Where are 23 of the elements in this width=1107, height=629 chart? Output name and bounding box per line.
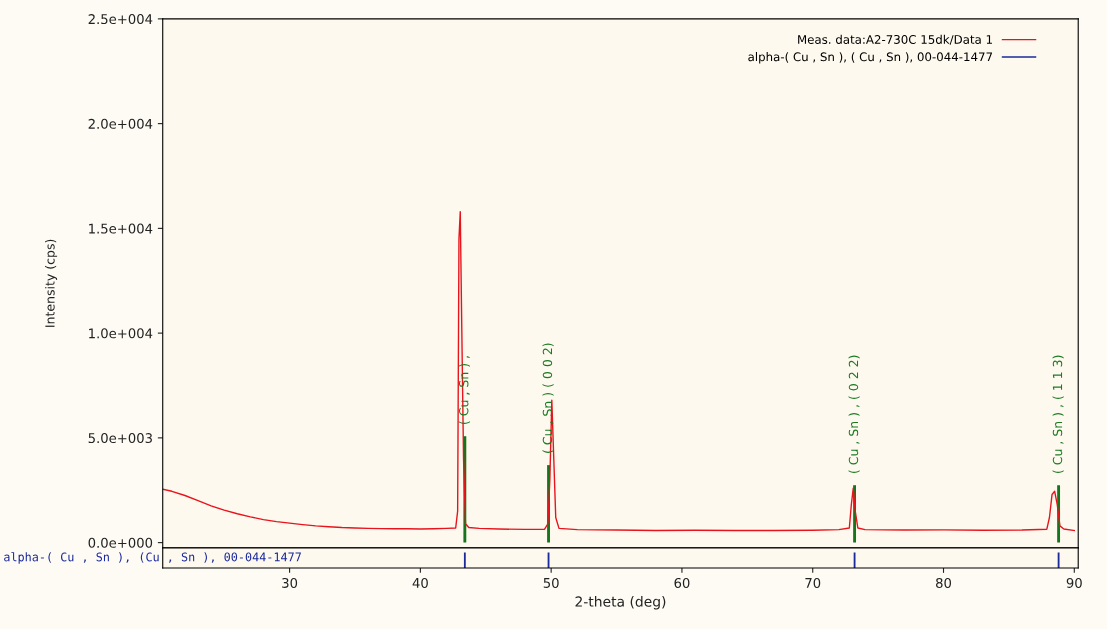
y-tick-label: 1.0e+004 [89,328,153,339]
annotation: alpha-( Cu , Sn ), (Cu , Sn ), 00-044-1477 [4,552,301,564]
legend-label: alpha-( Cu , Sn ), ( Cu , Sn ), 00-044-1477 [748,52,993,64]
x-tick-label: 30 [282,577,298,588]
y-tick-label: 1.5e+004 [89,223,153,234]
legend-label: Meas. data:A2-730C 15dk/Data 1 [798,34,992,45]
annotation: ( Cu , Sn ) , ( 0 2 2) [848,355,860,474]
x-tick-label: 90 [1066,577,1082,588]
x-tick-label: 40 [412,577,428,588]
x-tick-label: 60 [674,577,690,588]
y-tick-label: 5.0e+003 [88,433,152,444]
line-series [162,210,1075,532]
annotation: ( Cu , Sn ) , ( 1 1 3) [1052,355,1064,474]
x-tick-label: 50 [543,577,559,588]
y-tick-label: 0.0e+000 [88,537,153,548]
y-tick-label: 2.5e+004 [88,14,153,25]
x-axis-title: 2-theta (deg) [575,596,666,610]
x-tick-label: 80 [936,577,952,588]
x-tick-label: 70 [805,577,821,588]
y-axis-title: Intensity (cps) [45,239,58,327]
y-tick-label: 2.0e+004 [88,118,153,129]
annotation: ( Cu , Sn ) ( 0 0 2) [542,343,554,453]
annotation: ( Cu , Sn ) , [458,356,470,425]
